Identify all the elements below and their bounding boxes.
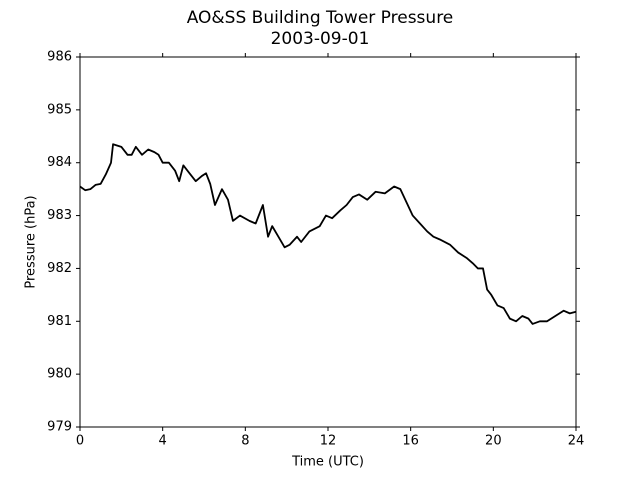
chart-title: AO&SS Building Tower Pressure [187,8,454,28]
x-tick-label: 4 [159,434,167,449]
y-tick-label: 981 [47,314,72,329]
y-tick-label: 984 [47,155,72,170]
y-axis-label: Pressure (hPa) [24,195,39,288]
y-tick-label: 982 [47,261,72,276]
data-line [79,143,577,325]
plot-frame [79,56,577,428]
x-axis-label: Time (UTC) [291,455,364,470]
y-tick-label: 985 [47,102,72,117]
y-tick-label: 983 [47,208,72,223]
y-tick-label: 979 [47,420,72,435]
chart-subtitle: 2003-09-01 [271,29,370,49]
x-tick-label: 12 [320,434,337,449]
y-tick-label: 980 [47,367,72,382]
x-tick-label: 8 [241,434,249,449]
x-tick-label: 24 [568,434,585,449]
y-tick-label: 986 [47,50,72,65]
x-tick-label: 20 [485,434,502,449]
x-tick-label: 16 [402,434,419,449]
x-tick-label: 0 [76,434,84,449]
